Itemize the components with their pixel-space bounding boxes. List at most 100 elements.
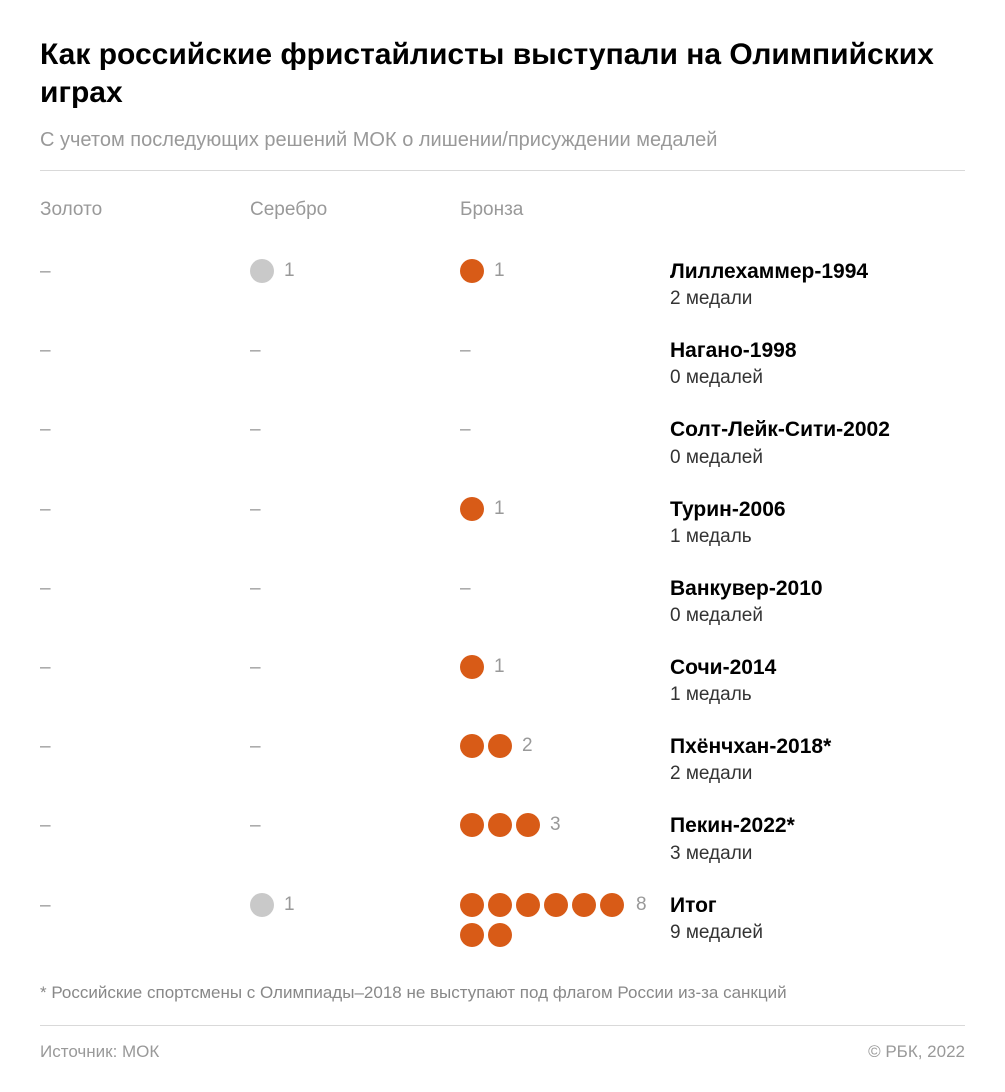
venue-name: Ванкувер-2010 — [670, 576, 965, 601]
bronze-dots — [460, 655, 488, 679]
venue-name: Итог — [670, 893, 965, 918]
bronze-dot-icon — [460, 259, 484, 283]
footnote: * Российские спортсмены с Олимпиады–2018… — [40, 961, 965, 1025]
data-row: ––2Пхёнчхан-2018*2 медали — [40, 720, 965, 799]
cell-gold: – — [40, 576, 250, 602]
cell-bronze: – — [460, 417, 670, 443]
dash: – — [40, 734, 51, 760]
cell-silver: 1 — [250, 259, 460, 283]
venue-cell: Сочи-2014 1 медаль — [670, 655, 965, 706]
bronze-dots — [460, 497, 488, 521]
bronze-dot-icon — [488, 734, 512, 758]
venue-name: Нагано-1998 — [670, 338, 965, 363]
bronze-count: 3 — [550, 813, 561, 837]
venue-name: Сочи-2014 — [670, 655, 965, 680]
cell-gold: – — [40, 338, 250, 364]
cell-bronze: 1 — [460, 497, 670, 521]
dash: – — [40, 576, 51, 602]
bronze-dot-icon — [516, 893, 540, 917]
bronze-dots — [460, 259, 488, 283]
venue-total: 0 медалей — [670, 367, 965, 389]
cell-gold: – — [40, 734, 250, 760]
dash: – — [40, 497, 51, 523]
col-header-gold: Золото — [40, 199, 250, 221]
bronze-dot-icon — [460, 893, 484, 917]
venue-total: 1 медаль — [670, 526, 965, 548]
cell-silver: – — [250, 813, 460, 839]
dash: – — [40, 338, 51, 364]
bronze-dot-icon — [460, 813, 484, 837]
data-row: – – 1 Турин-2006 1 медаль — [40, 483, 965, 562]
venue-cell: Ванкувер-20100 медалей — [670, 576, 965, 627]
bronze-dot-icon — [544, 893, 568, 917]
silver-dot-icon — [250, 259, 274, 283]
data-row: –––Солт-Лейк-Сити-20020 медалей — [40, 403, 965, 482]
cell-bronze: 1 — [460, 655, 670, 679]
dash: – — [460, 576, 471, 602]
bronze-dot-icon — [460, 923, 484, 947]
chart-subtitle: С учетом последующих решений МОК о лишен… — [40, 129, 965, 152]
silver-count: 1 — [284, 259, 295, 283]
cell-gold: – — [40, 259, 250, 285]
cell-gold: – — [40, 813, 250, 839]
dash: – — [250, 655, 261, 681]
venue-name: Пхёнчхан-2018* — [670, 734, 965, 759]
bronze-dot-icon — [516, 813, 540, 837]
venue-name: Солт-Лейк-Сити-2002 — [670, 417, 965, 442]
venue-total: 1 медаль — [670, 684, 965, 706]
data-row: –––Нагано-19980 медалей — [40, 324, 965, 403]
cell-bronze: – — [460, 576, 670, 602]
bronze-dot-icon — [572, 893, 596, 917]
dash: – — [250, 813, 261, 839]
silver-dot-icon — [250, 893, 274, 917]
dash: – — [460, 417, 471, 443]
cell-gold: – — [40, 497, 250, 523]
dash: – — [40, 655, 51, 681]
cell-gold: – — [40, 655, 250, 681]
venue-total: 3 медали — [670, 843, 965, 865]
cell-bronze: 3 — [460, 813, 670, 837]
bronze-dot-icon — [600, 893, 624, 917]
cell-silver: – — [250, 497, 460, 523]
bronze-count: 8 — [636, 893, 647, 917]
bronze-dot-icon — [488, 813, 512, 837]
dash: – — [40, 259, 51, 285]
footer-row: Источник: МОК © РБК, 2022 — [40, 1026, 965, 1062]
venue-total: 2 медали — [670, 288, 965, 310]
bronze-count: 2 — [522, 734, 533, 758]
data-row: – – 3 Пекин-2022*3 медали — [40, 799, 965, 878]
bronze-dots — [460, 893, 630, 947]
data-row: – – 1Сочи-2014 1 медаль — [40, 641, 965, 720]
data-row: –––Ванкувер-20100 медалей — [40, 562, 965, 641]
cell-silver: 1 — [250, 893, 460, 917]
bronze-count: 1 — [494, 497, 505, 521]
cell-bronze: 1 — [460, 259, 670, 283]
venue-cell: Солт-Лейк-Сити-2002 0 медалей — [670, 417, 965, 468]
bronze-dot-icon — [460, 497, 484, 521]
cell-gold: – — [40, 893, 250, 919]
dash: – — [250, 338, 261, 364]
venue-name: Лиллехаммер-1994 — [670, 259, 965, 284]
venue-cell: Пекин-2022*3 медали — [670, 813, 965, 864]
silver-dots — [250, 893, 278, 917]
infographic-container: Как российские фристайлисты выступали на… — [0, 0, 1005, 1092]
venue-total: 0 медалей — [670, 447, 965, 469]
source-text: Источник: МОК — [40, 1042, 159, 1062]
bronze-dots — [460, 813, 544, 837]
col-header-venue — [670, 199, 965, 221]
cell-silver: – — [250, 655, 460, 681]
venue-name: Турин-2006 — [670, 497, 965, 522]
col-header-bronze: Бронза — [460, 199, 670, 221]
dash: – — [40, 893, 51, 919]
silver-dots — [250, 259, 278, 283]
bronze-dots — [460, 734, 516, 758]
bronze-dot-icon — [460, 655, 484, 679]
venue-cell: Нагано-1998 0 медалей — [670, 338, 965, 389]
dash: – — [40, 813, 51, 839]
col-header-silver: Серебро — [250, 199, 460, 221]
cell-silver: – — [250, 576, 460, 602]
data-row: –18Итог9 медалей — [40, 879, 965, 961]
cell-silver: – — [250, 417, 460, 443]
cell-silver: – — [250, 734, 460, 760]
cell-bronze: – — [460, 338, 670, 364]
